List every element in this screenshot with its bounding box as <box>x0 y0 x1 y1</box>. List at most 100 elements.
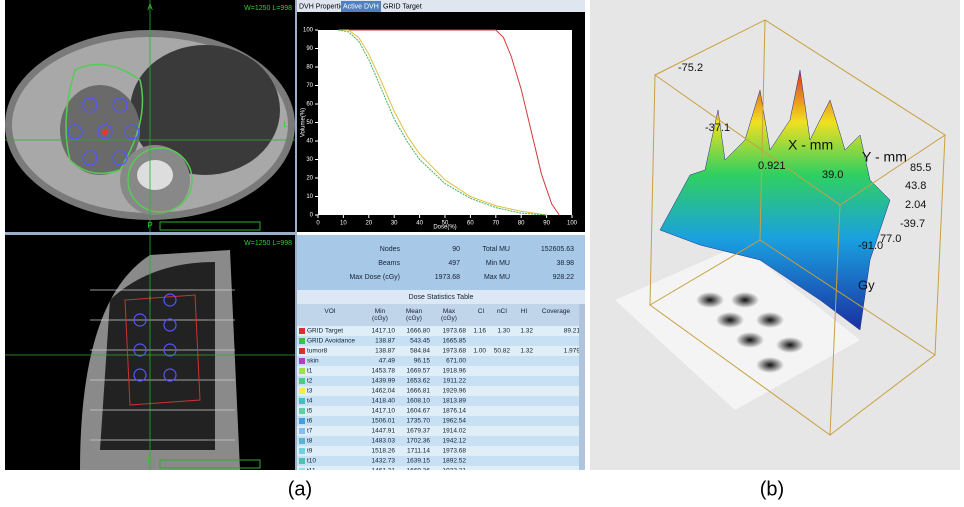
x-axis-label: Dose(%) <box>433 225 456 231</box>
stat-label: Max MU <box>484 274 510 281</box>
table-cell: 1653.62 <box>407 378 431 385</box>
table-cell: 1439.99 <box>372 378 396 385</box>
table-row <box>297 366 579 376</box>
stat-label: Min MU <box>486 260 510 267</box>
column-header: VOI <box>324 308 335 315</box>
voi-swatch <box>299 428 305 434</box>
voi-name: t5 <box>307 408 313 415</box>
stat-label: Beams <box>378 260 400 267</box>
surface-label: Gy <box>858 277 875 292</box>
table-cell: 1669.36 <box>407 468 431 475</box>
table-cell: 1.32 <box>520 328 533 335</box>
column-header: Mean(cGy) <box>406 308 423 322</box>
y-tick-label: 100 <box>303 28 314 34</box>
voi-name: GRID Avoidance <box>307 338 355 345</box>
table-body: GRID Target1417.101666.801973.681.161.30… <box>297 326 580 476</box>
table-cell: 1918.96 <box>443 368 467 375</box>
table-cell: 1942.12 <box>443 438 467 445</box>
tab[interactable]: DVH Properties <box>299 3 348 10</box>
surface-label: -91.0 <box>858 240 883 252</box>
plot-area <box>318 30 572 215</box>
table-row <box>297 346 579 356</box>
table-cell: 1608.10 <box>407 398 431 405</box>
surface-label: -75.2 <box>678 62 703 74</box>
voi-name: t6 <box>307 418 313 425</box>
column-header: CI <box>478 308 485 315</box>
table-row <box>297 426 579 436</box>
ct-label: I <box>149 295 151 304</box>
voi-swatch <box>299 418 305 424</box>
table-cell: 1506.01 <box>372 418 396 425</box>
ct-label: P <box>147 221 152 230</box>
table-row <box>297 376 579 386</box>
table-cell: 543.45 <box>410 338 430 345</box>
surface-label: 2.04 <box>905 199 926 211</box>
table-row <box>297 416 579 426</box>
x-tick-label: 40 <box>416 221 423 227</box>
table-cell: 671.00 <box>446 358 466 365</box>
table-cell: 138.87 <box>375 348 395 355</box>
table-cell: 1962.54 <box>443 418 467 425</box>
stat-value: 38.98 <box>556 260 574 267</box>
table-cell: 1914.02 <box>443 428 467 435</box>
column-header: Coverage <box>542 308 571 315</box>
y-tick-label: 10 <box>306 194 313 200</box>
tab[interactable]: GRID Target <box>383 3 422 10</box>
voi-swatch <box>299 398 305 404</box>
table-cell: 584.84 <box>410 348 430 355</box>
voi-name: t3 <box>307 388 313 395</box>
table-row <box>297 456 579 466</box>
surface-label: 85.5 <box>910 162 931 174</box>
table-cell: 1973.68 <box>443 448 467 455</box>
table-cell: 1666.81 <box>407 388 431 395</box>
voi-swatch <box>299 448 305 454</box>
voi-swatch <box>299 328 305 334</box>
x-tick-label: 100 <box>567 221 578 227</box>
stat-value: 90 <box>452 246 460 253</box>
x-tick-label: 60 <box>467 221 474 227</box>
table-cell: 1892.52 <box>443 458 467 465</box>
stat-label: Total MU <box>482 246 510 253</box>
table-header <box>297 304 579 326</box>
table-cell: 1639.15 <box>407 458 431 465</box>
table-cell: 1518.26 <box>372 448 396 455</box>
table-row <box>297 356 579 366</box>
voi-swatch <box>299 438 305 444</box>
y-tick-label: 20 <box>306 176 313 182</box>
voi-name: t9 <box>307 448 313 455</box>
x-tick-label: 80 <box>518 221 525 227</box>
surface-label: 39.0 <box>822 169 843 181</box>
ct-label: L <box>284 120 289 129</box>
table-cell: 1.00 <box>473 348 486 355</box>
y-tick-label: 90 <box>306 46 313 52</box>
x-tick-label: 30 <box>391 221 398 227</box>
x-tick-label: 10 <box>340 221 347 227</box>
table-cell: 1417.10 <box>372 408 396 415</box>
voi-swatch <box>299 348 305 354</box>
y-tick-label: 30 <box>306 157 313 163</box>
table-cell: 1432.73 <box>372 458 396 465</box>
y-tick-label: 60 <box>306 102 313 108</box>
table-cell: 1876.14 <box>443 408 467 415</box>
voi-name: t2 <box>307 378 313 385</box>
table-cell: 1973.68 <box>443 348 467 355</box>
voi-swatch <box>299 468 305 474</box>
stats-panel <box>297 235 585 290</box>
figure: AW=1250 L=998PLW=1250 L=998PIDVH Propert… <box>0 0 964 507</box>
table-cell: 1.979 <box>564 348 581 355</box>
table-cell: 1665.85 <box>443 338 467 345</box>
table-cell: 1911.22 <box>443 378 466 385</box>
caption: (a) <box>288 478 312 500</box>
stat-value: 497 <box>448 260 460 267</box>
tab[interactable]: Active DVH <box>343 3 379 10</box>
table-row <box>297 406 579 416</box>
y-tick-label: 50 <box>306 120 313 126</box>
table-cell: 1813.89 <box>443 398 467 405</box>
y-tick-label: 40 <box>306 139 313 145</box>
voi-swatch <box>299 388 305 394</box>
table-cell: 1447.91 <box>372 428 396 435</box>
table-cell: 89.21 <box>564 328 581 335</box>
table-cell: 1973.68 <box>443 328 467 335</box>
table-cell: 1604.67 <box>407 408 431 415</box>
voi-swatch <box>299 408 305 414</box>
